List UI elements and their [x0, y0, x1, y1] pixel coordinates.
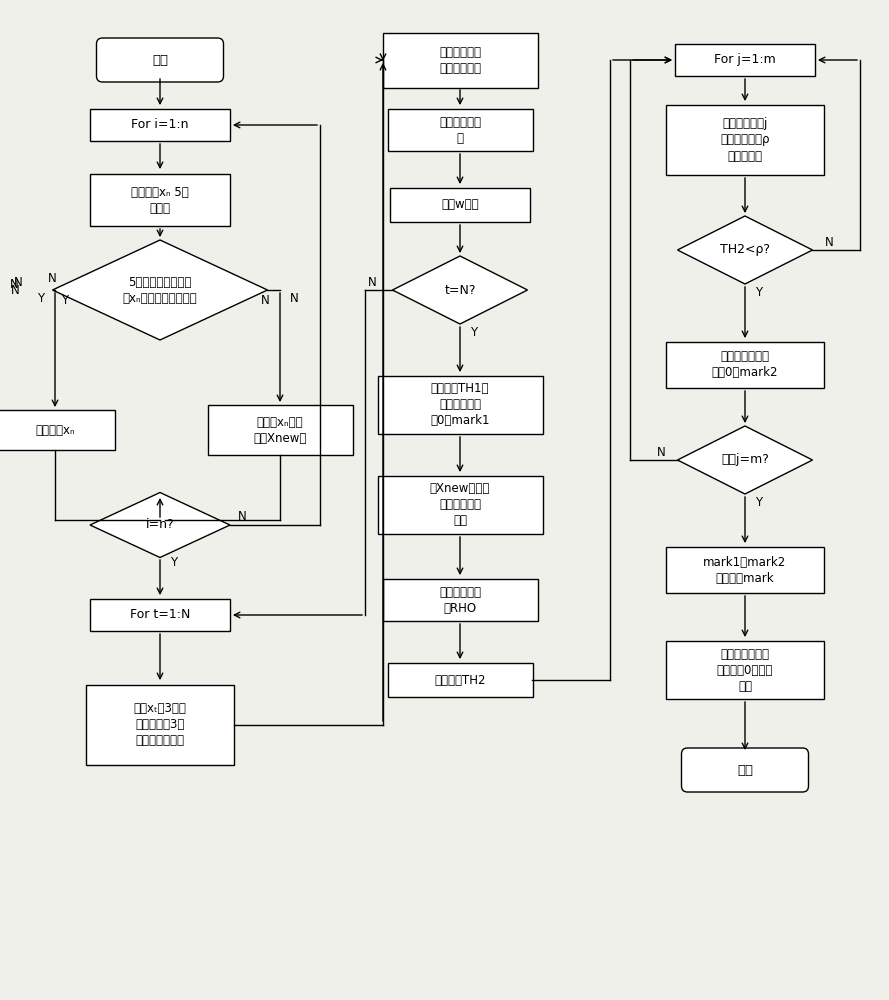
- FancyBboxPatch shape: [90, 599, 230, 631]
- Text: mark1和mark2
与运算得mark: mark1和mark2 与运算得mark: [703, 556, 787, 584]
- FancyBboxPatch shape: [666, 342, 824, 388]
- FancyBboxPatch shape: [97, 38, 223, 82]
- Text: 将训练样本中状
态标志为0的特征
删除: 将训练样本中状 态标志为0的特征 删除: [717, 648, 773, 692]
- FancyBboxPatch shape: [388, 109, 533, 151]
- FancyBboxPatch shape: [675, 44, 815, 76]
- Text: Y: Y: [61, 294, 68, 306]
- Polygon shape: [677, 426, 813, 494]
- Text: N: N: [13, 275, 22, 288]
- Text: 求得阈値TH2: 求得阈値TH2: [434, 674, 485, 686]
- Text: 求相关系数矩
阵RHO: 求相关系数矩 阵RHO: [439, 585, 481, 614]
- Text: TH2<ρ?: TH2<ρ?: [720, 243, 770, 256]
- FancyBboxPatch shape: [378, 376, 542, 434]
- Text: Y: Y: [37, 292, 44, 304]
- Text: 5个最近邻样本类别
与xₙ均相同或均不同？: 5个最近邻样本类别 与xₙ均相同或均不同？: [123, 275, 197, 304]
- Text: Y: Y: [470, 326, 477, 338]
- FancyBboxPatch shape: [666, 105, 824, 175]
- FancyBboxPatch shape: [86, 685, 234, 765]
- Text: N: N: [10, 278, 19, 292]
- Text: 找出排序与第j
位的特征之间ρ
最大的特征: 找出排序与第j 位的特征之间ρ 最大的特征: [720, 117, 770, 162]
- FancyBboxPatch shape: [378, 476, 542, 534]
- Text: i=n?: i=n?: [146, 518, 174, 532]
- Text: 找出样本xₙ 5个
最近邻: 找出样本xₙ 5个 最近邻: [131, 186, 188, 215]
- Text: 找出xₜ的3个最
近邻同类与3个
最近邻异类样本: 找出xₜ的3个最 近邻同类与3个 最近邻异类样本: [133, 702, 187, 748]
- FancyBboxPatch shape: [0, 410, 115, 450]
- FancyBboxPatch shape: [90, 174, 230, 226]
- Text: 删除样本xₙ: 删除样本xₙ: [36, 424, 75, 436]
- FancyBboxPatch shape: [388, 663, 533, 697]
- Polygon shape: [52, 240, 268, 340]
- Polygon shape: [393, 256, 527, 324]
- FancyBboxPatch shape: [207, 405, 353, 455]
- Text: Y: Y: [756, 495, 763, 508]
- Text: N: N: [657, 446, 665, 458]
- Text: 将Xnew按特征
权値大小降序
排列: 将Xnew按特征 权値大小降序 排列: [429, 483, 490, 528]
- Polygon shape: [677, 216, 813, 284]
- Text: For t=1:N: For t=1:N: [130, 608, 190, 621]
- Text: N: N: [237, 510, 246, 524]
- Text: 开始: 开始: [152, 53, 168, 66]
- Text: N: N: [825, 235, 833, 248]
- Text: Y: Y: [756, 286, 763, 298]
- Text: 权値w更新: 权値w更新: [441, 198, 479, 212]
- Text: N: N: [48, 271, 56, 284]
- FancyBboxPatch shape: [382, 579, 538, 621]
- Text: For i=1:n: For i=1:n: [132, 118, 188, 131]
- FancyBboxPatch shape: [666, 641, 824, 699]
- Text: N: N: [290, 292, 299, 304]
- Text: 结束: 结束: [737, 764, 753, 776]
- Text: t=N?: t=N?: [444, 284, 476, 296]
- Polygon shape: [90, 492, 230, 558]
- FancyBboxPatch shape: [382, 32, 538, 88]
- Text: N: N: [11, 284, 20, 296]
- FancyBboxPatch shape: [682, 748, 808, 792]
- FancyBboxPatch shape: [390, 188, 530, 222]
- Text: N: N: [368, 275, 376, 288]
- Text: For j=1:m: For j=1:m: [714, 53, 776, 66]
- Text: 计算每个最近
邻模糊隶属度: 计算每个最近 邻模糊隶属度: [439, 45, 481, 75]
- FancyBboxPatch shape: [666, 547, 824, 593]
- Text: N: N: [260, 294, 269, 306]
- Text: Y: Y: [171, 556, 178, 570]
- Text: 判断j=m?: 判断j=m?: [721, 454, 769, 466]
- Text: 权値小于TH1的
特征状态标志
置0得mark1: 权値小于TH1的 特征状态标志 置0得mark1: [430, 382, 490, 428]
- FancyBboxPatch shape: [90, 109, 230, 141]
- Text: 计算模糊差异
度: 计算模糊差异 度: [439, 115, 481, 144]
- Text: 将该特征状态标
志置0得mark2: 将该特征状态标 志置0得mark2: [712, 351, 778, 379]
- Text: 将样本xₙ加入
集合Xnew中: 将样本xₙ加入 集合Xnew中: [253, 416, 307, 444]
